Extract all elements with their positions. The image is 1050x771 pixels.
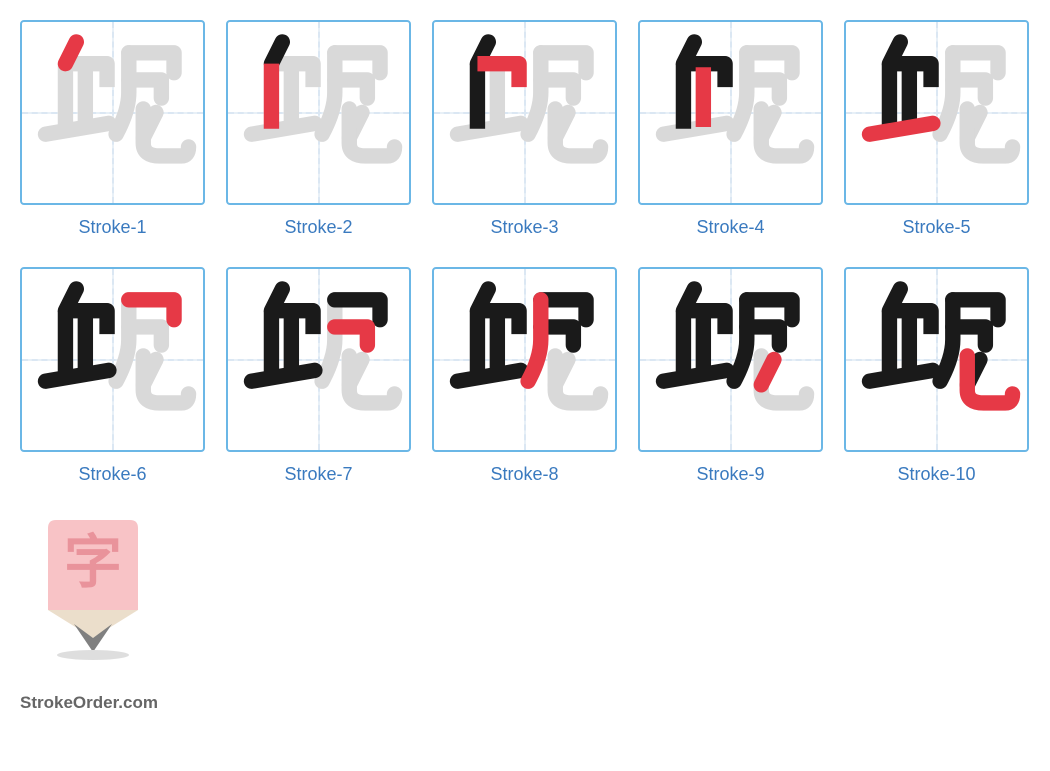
site-logo: 字: [38, 520, 148, 660]
stroke-caption-5: Stroke-5: [902, 217, 970, 238]
stroke-tile-6: [20, 267, 205, 452]
stroke-cell-1: Stroke-1: [20, 20, 205, 255]
stroke-tile-9: [638, 267, 823, 452]
stroke-caption-3: Stroke-3: [490, 217, 558, 238]
stroke-cell-6: Stroke-6: [20, 267, 205, 502]
stroke-caption-8: Stroke-8: [490, 464, 558, 485]
stroke-tile-7: [226, 267, 411, 452]
stroke-tile-1: [20, 20, 205, 205]
stroke-caption-4: Stroke-4: [696, 217, 764, 238]
stroke-cell-3: Stroke-3: [432, 20, 617, 255]
stroke-tile-10: [844, 267, 1029, 452]
svg-text:字: 字: [64, 530, 122, 595]
stroke-cell-5: Stroke-5: [844, 20, 1029, 255]
stroke-caption-1: Stroke-1: [78, 217, 146, 238]
stroke-tile-8: [432, 267, 617, 452]
stroke-cell-2: Stroke-2: [226, 20, 411, 255]
stroke-cell-8: Stroke-8: [432, 267, 617, 502]
stroke-caption-2: Stroke-2: [284, 217, 352, 238]
stroke-tile-2: [226, 20, 411, 205]
stroke-order-grid: Stroke-1 Stroke-2 Stroke-3 Stroke-4 Stroke-5…: [20, 20, 1029, 502]
stroke-caption-7: Stroke-7: [284, 464, 352, 485]
stroke-caption-6: Stroke-6: [78, 464, 146, 485]
watermark-text: StrokeOrder.com: [20, 693, 158, 713]
stroke-tile-5: [844, 20, 1029, 205]
stroke-cell-7: Stroke-7: [226, 267, 411, 502]
stroke-cell-4: Stroke-4: [638, 20, 823, 255]
stroke-tile-3: [432, 20, 617, 205]
stroke-tile-4: [638, 20, 823, 205]
stroke-caption-9: Stroke-9: [696, 464, 764, 485]
stroke-caption-10: Stroke-10: [897, 464, 975, 485]
stroke-cell-9: Stroke-9: [638, 267, 823, 502]
stroke-cell-10: Stroke-10: [844, 267, 1029, 502]
